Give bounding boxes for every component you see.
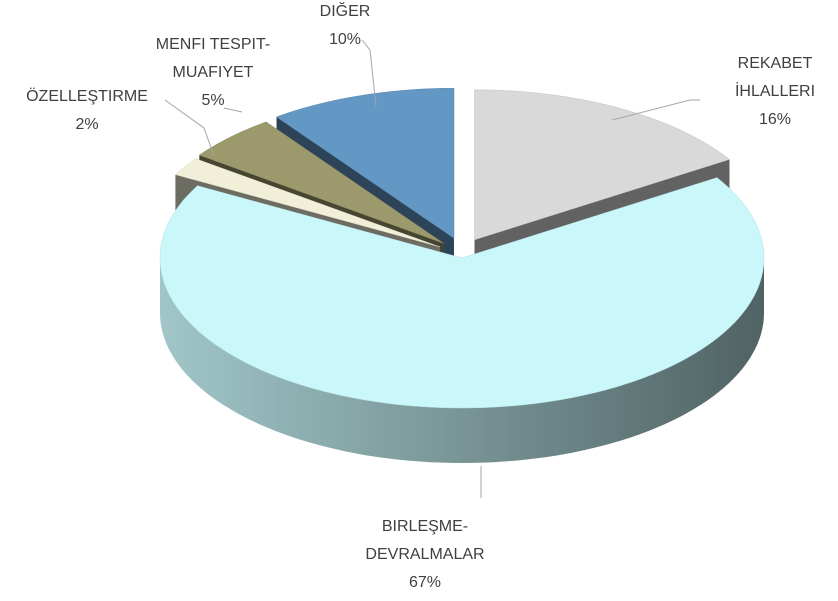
label-value: 10% [328,31,362,48]
slice-outer-wall [160,258,764,463]
label-value: 67% [408,574,442,591]
leader-line [164,99,215,157]
label-value: 16% [758,111,792,128]
label-name: BIRLEŞME-DEVRALMALAR [365,518,485,563]
slice-top [275,87,455,239]
leader-line [361,39,377,107]
leader-line [611,99,700,121]
label-name: REKABET İHLALLERI [734,55,816,100]
slice-label: REKABET İHLALLERI 16% [725,50,825,134]
label-value: 5% [201,92,225,109]
slice-top [159,177,765,409]
slice-label: DIĞER 10% [295,0,395,54]
slice-label: ÖZELLEŞTIRME 2% [22,83,152,139]
leader-line [223,107,243,113]
label-value: 2% [75,116,99,133]
slice-top [474,89,731,241]
label-name: MENFI TESPIT-MUAFIYET [155,36,271,81]
label-name: ÖZELLEŞTIRME [26,88,148,105]
label-name: DIĞER [319,3,371,20]
slice-label: BIRLEŞME-DEVRALMALAR 67% [355,513,495,597]
slice-top [174,158,441,248]
slice-top [198,121,444,244]
slice-label: MENFI TESPIT-MUAFIYET 5% [138,31,288,115]
